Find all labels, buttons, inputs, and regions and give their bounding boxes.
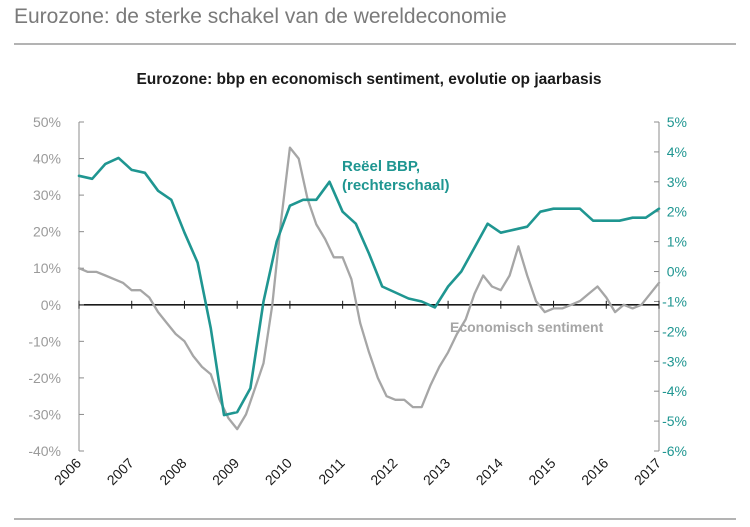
series-line-gdp bbox=[77, 156, 661, 417]
left-tick-label: 50% bbox=[33, 114, 61, 130]
right-tick-label: 0% bbox=[667, 264, 687, 280]
x-tick-label: 2009 bbox=[209, 455, 242, 488]
gdp-annotation-line2: (rechterschaal) bbox=[342, 177, 450, 194]
x-tick-label: 2017 bbox=[631, 455, 664, 488]
x-tick-label: 2015 bbox=[525, 455, 558, 488]
left-tick-label: -30% bbox=[28, 406, 61, 422]
x-tick-label: 2014 bbox=[473, 455, 506, 488]
left-tick-label: -40% bbox=[28, 443, 61, 459]
right-tick-label: -1% bbox=[662, 293, 687, 309]
right-tick-label: 1% bbox=[667, 234, 687, 250]
series-lines bbox=[77, 146, 661, 431]
gdp-annotation-line1: Reëel BBP, bbox=[342, 158, 420, 175]
right-tick-label: -5% bbox=[662, 413, 687, 429]
footer-rule bbox=[14, 518, 736, 520]
right-tick-label: -6% bbox=[662, 443, 687, 459]
x-tick-label: 2008 bbox=[156, 455, 189, 488]
left-axis: 50% 40% 30% 20% 10% 0% -10% -20% -30% -40% bbox=[28, 114, 84, 459]
right-tick-label: 4% bbox=[667, 144, 687, 160]
right-tick-label: -3% bbox=[662, 353, 687, 369]
x-tick-label: 2006 bbox=[51, 455, 84, 488]
left-tick-label: 0% bbox=[41, 297, 61, 313]
right-tick-label: -4% bbox=[662, 383, 687, 399]
x-tick-label: 2012 bbox=[367, 455, 400, 488]
right-tick-label: 3% bbox=[667, 174, 687, 190]
left-tick-label: 30% bbox=[33, 187, 61, 203]
series-line-sentiment bbox=[77, 146, 661, 431]
sentiment-annotation: Economisch sentiment bbox=[450, 319, 604, 335]
left-tick-label: -20% bbox=[28, 370, 61, 386]
header-rule bbox=[14, 43, 736, 45]
x-tick-label: 2011 bbox=[315, 455, 348, 488]
x-tick-label: 2007 bbox=[104, 455, 137, 488]
right-tick-label: 2% bbox=[667, 204, 687, 220]
right-tick-label: -2% bbox=[662, 323, 687, 339]
x-tick-label: 2010 bbox=[262, 455, 295, 488]
x-tick-label: 2016 bbox=[578, 455, 611, 488]
left-tick-label: 10% bbox=[33, 260, 61, 276]
right-axis: 5% 4% 3% 2% 1% 0% -1% -2% -3% -4% -5% -6% bbox=[654, 114, 687, 459]
header-title: Eurozone: de sterke schakel van de werel… bbox=[14, 5, 507, 28]
left-tick-label: 20% bbox=[33, 224, 61, 240]
left-tick-label: -10% bbox=[28, 333, 61, 349]
x-tick-label: 2013 bbox=[420, 455, 453, 488]
left-tick-label: 40% bbox=[33, 151, 61, 167]
right-tick-label: 5% bbox=[667, 114, 687, 130]
chart-title: Eurozone: bbp en economisch sentiment, e… bbox=[136, 71, 601, 88]
